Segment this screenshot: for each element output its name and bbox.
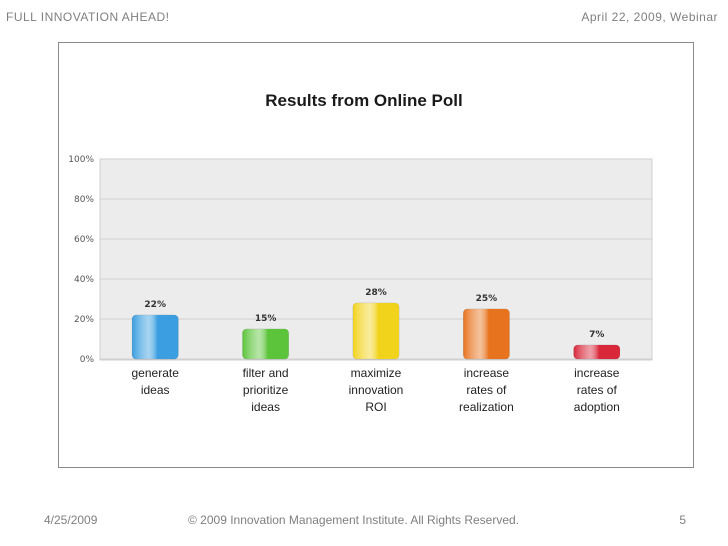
- bar-highlight: [463, 309, 510, 359]
- category-label: filter and prioritize ideas: [243, 366, 289, 414]
- chart-title: Results from Online Poll: [265, 91, 463, 110]
- data-label: 15%: [255, 314, 277, 324]
- data-label: 25%: [476, 294, 498, 304]
- bar-highlight: [353, 303, 399, 359]
- bar-highlight: [573, 345, 620, 359]
- bar-highlight: [132, 315, 179, 359]
- bar-highlight: [242, 329, 289, 359]
- category-label: maximize innovation ROI: [349, 366, 404, 414]
- y-tick-label: 80%: [74, 195, 94, 205]
- category-label: increase rates of adoption: [574, 366, 620, 414]
- footer-page-number: 5: [679, 513, 686, 527]
- y-tick-label: 20%: [74, 315, 94, 325]
- y-tick-label: 60%: [74, 235, 94, 245]
- header-left-text: FULL INNOVATION AHEAD!: [6, 10, 170, 24]
- category-label: generate ideas: [132, 366, 180, 397]
- y-tick-label: 100%: [68, 155, 94, 165]
- y-tick-label: 0%: [80, 355, 95, 365]
- footer-copyright: © 2009 Innovation Management Institute. …: [188, 513, 520, 527]
- footer-date: 4/25/2009: [44, 513, 98, 527]
- y-tick-label: 40%: [74, 275, 94, 285]
- header-right-text: April 22, 2009, Webinar: [581, 10, 718, 24]
- category-label: increase rates of realization: [459, 366, 514, 414]
- data-label: 28%: [365, 288, 387, 298]
- data-label: 22%: [144, 300, 166, 310]
- data-label: 7%: [589, 330, 604, 340]
